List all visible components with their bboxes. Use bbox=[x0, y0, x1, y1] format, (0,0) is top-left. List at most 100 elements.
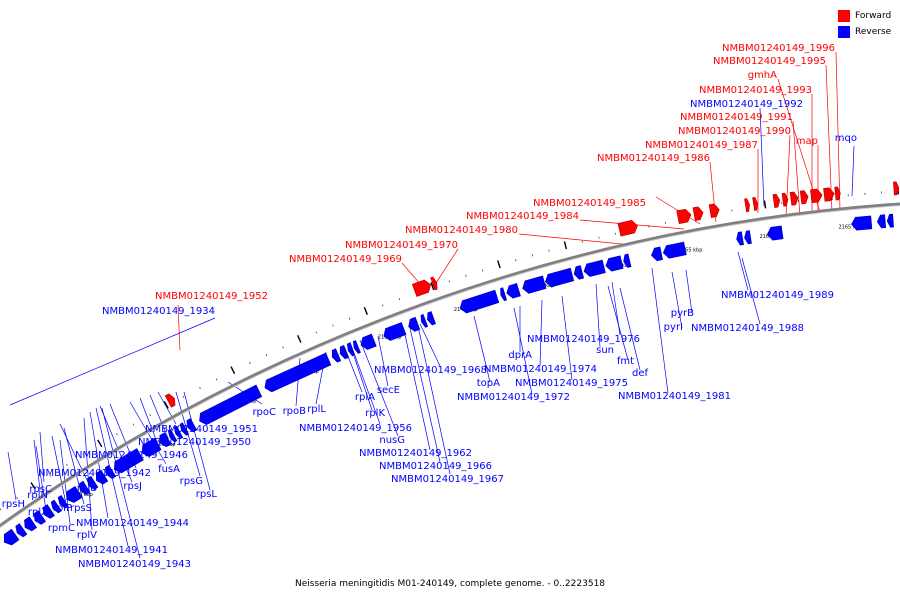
scale-tick bbox=[97, 439, 103, 448]
reverse-gene-label: NMBM01240149_1941 bbox=[55, 545, 168, 556]
reverse-gene-label: pyrI bbox=[664, 322, 683, 333]
reverse-gene bbox=[33, 510, 47, 525]
reverse-gene-label: NMBM01240149_1974 bbox=[484, 364, 597, 375]
reverse-gene bbox=[173, 425, 184, 440]
reverse-gene bbox=[339, 345, 350, 360]
reverse-gene-label: rplX bbox=[28, 507, 48, 518]
reverse-gene-label: pyrB bbox=[671, 308, 694, 319]
forward-gene bbox=[708, 203, 720, 218]
forward-gene-label: NMBM01240149_1952 bbox=[155, 291, 268, 302]
leader-line bbox=[835, 51, 841, 211]
reverse-gene bbox=[50, 499, 62, 514]
forward-gene bbox=[810, 188, 823, 204]
forward-gene bbox=[893, 181, 900, 196]
reverse-gene bbox=[876, 214, 887, 229]
scale-tick bbox=[230, 366, 236, 375]
legend-reverse: Reverse bbox=[838, 24, 891, 40]
reverse-gene-label: NMBM01240149_1962 bbox=[359, 448, 472, 459]
leader-line bbox=[539, 299, 543, 367]
forward-gene-label: NMBM01240149_1993 bbox=[699, 85, 812, 96]
leader-line bbox=[39, 431, 45, 483]
reverse-gene-label: NMBM01240149_1981 bbox=[618, 391, 731, 402]
scale-tick-label: 2155 kbp bbox=[679, 248, 703, 254]
reverse-gene bbox=[79, 480, 91, 496]
forward-gene bbox=[744, 198, 750, 213]
reverse-gene bbox=[851, 215, 873, 231]
scale-tick bbox=[448, 280, 450, 283]
forward-gene bbox=[834, 186, 841, 201]
scale-tick bbox=[199, 386, 201, 390]
leader-line bbox=[619, 287, 641, 371]
forward-gene bbox=[752, 196, 758, 211]
reverse-gene bbox=[383, 322, 407, 341]
scale-tick bbox=[315, 331, 318, 334]
forward-gene-label: NMBM01240149_1980 bbox=[405, 225, 518, 236]
reverse-gene-label: NMBM01240149_1972 bbox=[457, 392, 570, 403]
leader-line bbox=[759, 107, 765, 207]
leader-line bbox=[473, 315, 491, 383]
legend-forward-swatch bbox=[838, 10, 850, 22]
reverse-gene-label: NMBM01240149_1967 bbox=[391, 474, 504, 485]
scale-tick bbox=[297, 335, 302, 343]
scale-tick bbox=[30, 482, 36, 490]
forward-gene bbox=[430, 276, 438, 291]
reverse-gene bbox=[427, 311, 436, 326]
reverse-gene bbox=[886, 213, 894, 228]
legend-reverse-swatch bbox=[838, 26, 850, 38]
reverse-gene-label: NMBM01240149_1946 bbox=[75, 450, 188, 461]
reverse-gene bbox=[459, 289, 500, 314]
reverse-gene-label: rpsJ bbox=[123, 481, 142, 492]
leader-line bbox=[177, 304, 181, 351]
reverse-gene bbox=[500, 287, 507, 302]
reverse-gene bbox=[24, 516, 38, 532]
leader-line bbox=[7, 451, 17, 501]
leader-line bbox=[851, 145, 855, 197]
reverse-gene bbox=[506, 283, 521, 299]
leader-line bbox=[377, 335, 389, 387]
reverse-gene bbox=[66, 485, 83, 503]
leader-line bbox=[83, 417, 93, 531]
reverse-gene bbox=[57, 494, 69, 509]
scale-tick bbox=[66, 463, 68, 466]
reverse-gene-label: rpoB bbox=[283, 406, 307, 417]
forward-gene bbox=[823, 187, 835, 202]
reverse-gene bbox=[104, 464, 117, 479]
figure-caption: Neisseria meningitidis M01-240149, compl… bbox=[294, 579, 606, 589]
leader-line bbox=[651, 267, 669, 394]
gene-labels: NMBM01240149_1996 NMBM01240149_1995 gmhA NM… bbox=[2, 43, 857, 570]
reverse-gene-label: rplK bbox=[365, 408, 385, 419]
leader-line bbox=[9, 317, 216, 406]
leader-line bbox=[359, 339, 399, 437]
reverse-gene bbox=[179, 422, 190, 436]
reverse-gene-label: fmt bbox=[617, 356, 634, 367]
reverse-gene-label: NMBM01240149_1968 bbox=[374, 365, 487, 376]
scale-tick bbox=[382, 304, 384, 307]
forward-gene-label: NMBM01240149_1991 bbox=[680, 112, 793, 123]
scale-tick bbox=[581, 240, 583, 243]
reverse-gene-label: rplP bbox=[53, 503, 72, 514]
reverse-gene-label: NMBM01240149_1976 bbox=[527, 334, 640, 345]
scale-tick bbox=[149, 413, 151, 417]
forward-gene bbox=[799, 190, 809, 205]
reverse-gene bbox=[420, 314, 429, 328]
scale-tick bbox=[531, 254, 534, 257]
reverse-gene bbox=[408, 316, 421, 332]
reverse-gene-label: NMBM01240149_1956 bbox=[299, 423, 412, 434]
scale-tick bbox=[16, 496, 19, 499]
reverse-gene bbox=[583, 259, 606, 277]
forward-gene-label: NMBM01240149_1985 bbox=[533, 198, 646, 209]
forward-gene bbox=[692, 206, 704, 221]
forward-gene bbox=[772, 193, 781, 208]
reverse-gene bbox=[167, 428, 178, 443]
scale-tick bbox=[497, 260, 501, 269]
leader-line bbox=[35, 445, 47, 511]
forward-gene-label: NMBM01240149_1970 bbox=[345, 240, 458, 251]
reverse-gene-label: NMBM01240149_1950 bbox=[138, 437, 251, 448]
leader-line bbox=[561, 295, 573, 381]
scale-tick-label: 2115 kbp bbox=[69, 492, 93, 498]
leader-line bbox=[419, 323, 441, 367]
reverse-gene-label: NMBM01240149_1951 bbox=[145, 424, 258, 435]
scale-tick bbox=[481, 269, 484, 272]
reverse-gene-label: rplB bbox=[77, 483, 97, 494]
leader-line bbox=[89, 411, 109, 519]
